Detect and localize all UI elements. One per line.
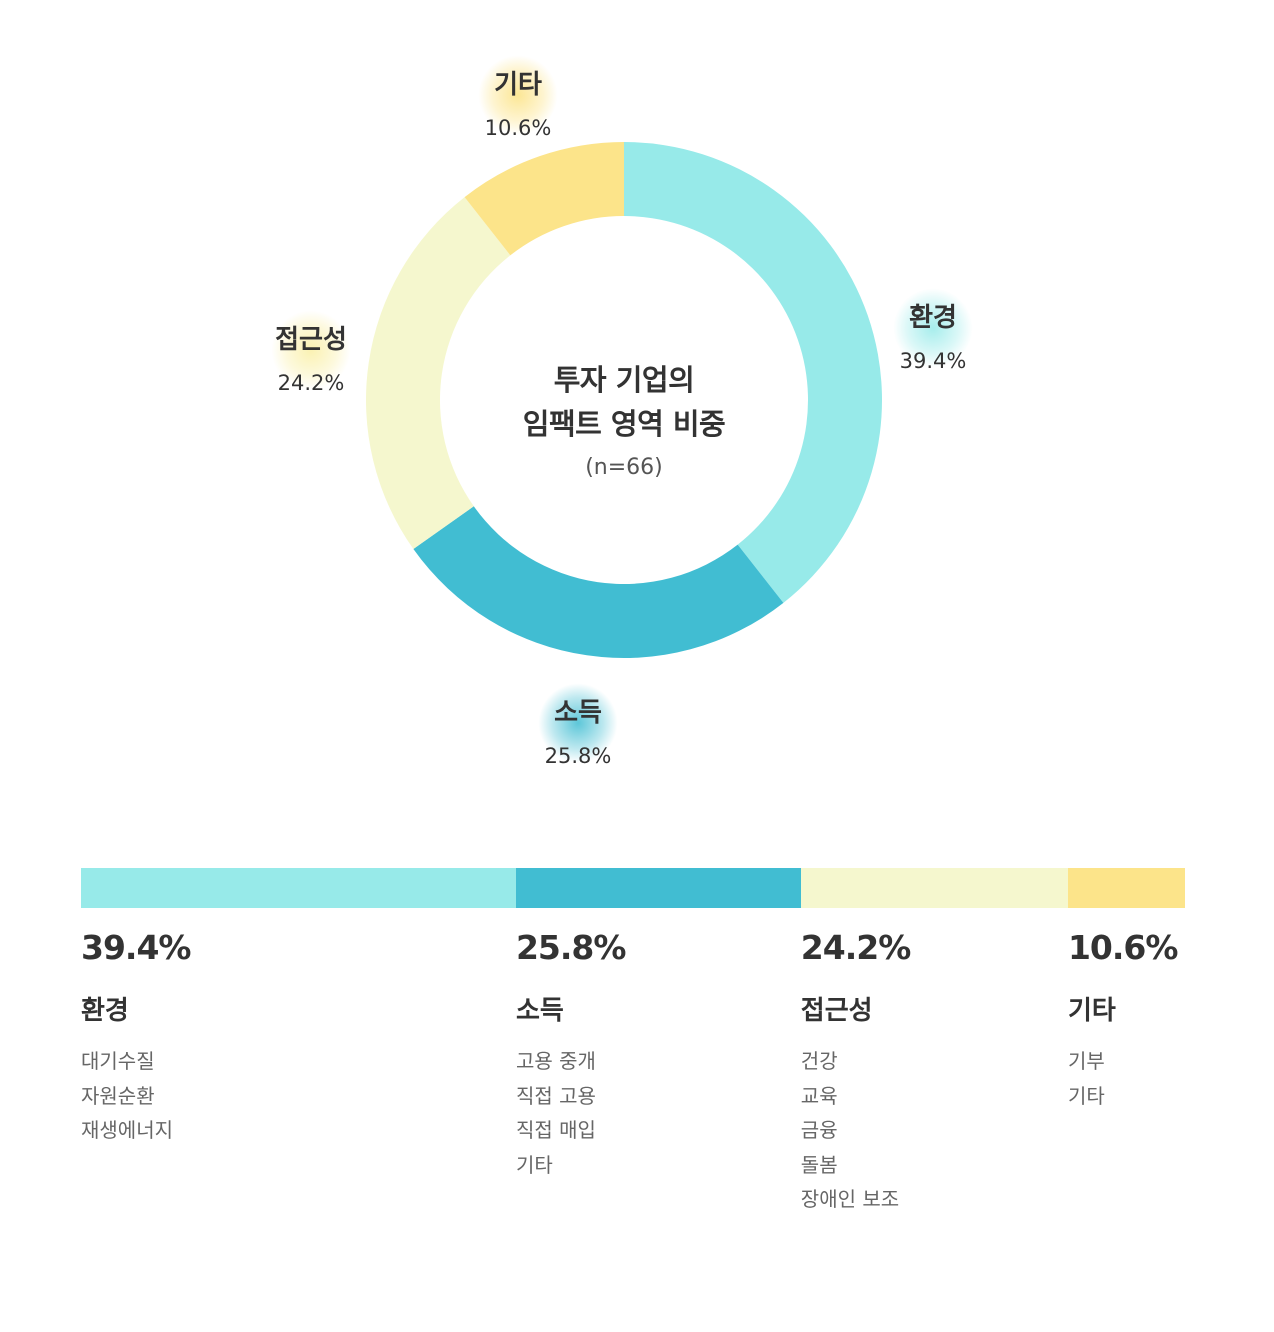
donut-label-value: 25.8% <box>544 744 612 768</box>
stacked-bar <box>81 868 1185 908</box>
breakdown-item: 교육 <box>800 1083 838 1108</box>
breakdown-items: 고용 중개 직접 고용 직접 매입 기타 <box>516 1044 626 1182</box>
donut-slice-기타 <box>464 142 624 256</box>
breakdown-category: 소득 <box>515 996 564 1026</box>
breakdown-item: 돌봄 <box>800 1152 838 1177</box>
breakdown-column-기타: 10.6% 기타 기부 기타 <box>1068 928 1178 1113</box>
breakdown-items: 대기수질 자원순환 재생에너지 <box>81 1044 191 1148</box>
breakdown-item: 기타 <box>1067 1083 1105 1108</box>
donut-label-value: 10.6% <box>484 116 552 140</box>
stacked-bar-section: 39.4% 환경 대기수질 자원순환 재생에너지 25.8% 소득 고용 중개 … <box>81 868 1185 1268</box>
donut-label-name: 접근성 <box>275 325 347 355</box>
breakdown-percent: 39.4% <box>81 928 191 967</box>
breakdown-item: 직접 매입 <box>515 1118 596 1142</box>
bar-segment-기타 <box>1067 868 1185 908</box>
breakdown-item: 고용 중개 <box>515 1049 596 1073</box>
donut-slice-접근성 <box>366 197 511 550</box>
breakdown-item: 장애인 보조 <box>800 1187 900 1211</box>
donut-label-name: 환경 <box>909 303 957 333</box>
bar-segment-환경 <box>81 868 516 908</box>
donut-label-소득: 소득 25.8% <box>478 683 678 769</box>
breakdown-item: 금융 <box>800 1118 838 1142</box>
label-glow <box>893 288 973 368</box>
breakdown-item: 기부 <box>1067 1049 1105 1073</box>
breakdown-column-접근성: 24.2% 접근성 건강 교육 금융 돌봄 장애인 보조 <box>801 928 911 1217</box>
label-glow <box>538 683 618 763</box>
donut-slice-환경 <box>624 142 882 603</box>
breakdown-category: 기타 <box>1067 996 1116 1026</box>
donut-label-환경: 환경 39.4% <box>833 288 1033 374</box>
breakdown-item: 재생에너지 <box>81 1118 173 1142</box>
donut-chart: 투자 기업의 임팩트 영역 비중 (n=66) 환경 39.4% 소득 25.8… <box>211 55 1033 769</box>
breakdown-item: 기타 <box>515 1152 553 1177</box>
breakdown-percent: 24.2% <box>800 928 911 967</box>
donut-label-name: 기타 <box>494 70 542 100</box>
donut-label-name: 소득 <box>554 698 602 728</box>
chart-title-line2: 임팩트 영역 비중 <box>522 407 726 441</box>
breakdown-percent: 25.8% <box>515 928 626 967</box>
breakdown-category: 접근성 <box>800 996 873 1026</box>
donut-slice-소득 <box>413 506 784 658</box>
breakdown-item: 대기수질 <box>81 1049 155 1073</box>
breakdown-item: 자원순환 <box>81 1083 155 1108</box>
sample-size: (n=66) <box>585 455 663 480</box>
breakdown-percent: 10.6% <box>1067 928 1178 967</box>
donut-label-접근성: 접근성 24.2% <box>211 310 411 396</box>
breakdown-item: 건강 <box>800 1049 838 1073</box>
chart-title-line1: 투자 기업의 <box>553 363 695 397</box>
breakdown-items: 건강 교육 금융 돌봄 장애인 보조 <box>801 1044 911 1217</box>
donut-label-value: 39.4% <box>899 349 967 373</box>
donut-label-value: 24.2% <box>277 371 345 395</box>
breakdown-item: 직접 고용 <box>515 1083 596 1108</box>
breakdown-category: 환경 <box>81 996 129 1026</box>
bar-segment-소득 <box>515 868 801 908</box>
bar-segment-접근성 <box>800 868 1068 908</box>
breakdown-column-소득: 25.8% 소득 고용 중개 직접 고용 직접 매입 기타 <box>516 928 626 1182</box>
donut-svg <box>366 142 882 658</box>
label-glow <box>478 55 558 135</box>
donut-label-기타: 기타 10.6% <box>418 55 618 141</box>
breakdown-column-환경: 39.4% 환경 대기수질 자원순환 재생에너지 <box>81 928 191 1148</box>
breakdown-items: 기부 기타 <box>1068 1044 1178 1113</box>
label-glow <box>271 310 351 390</box>
